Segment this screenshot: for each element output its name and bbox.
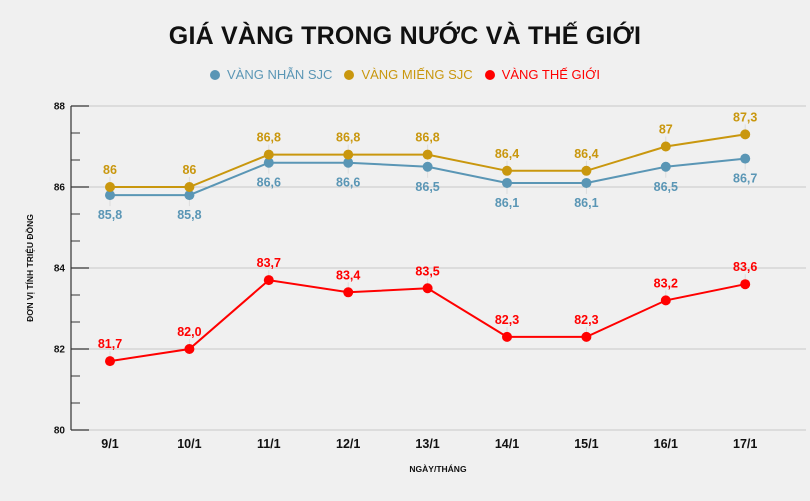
data-label: 86,5 <box>654 180 678 194</box>
data-label: 86,7 <box>733 172 757 186</box>
data-label: 86,8 <box>257 131 281 145</box>
data-label: 83,2 <box>654 276 678 290</box>
x-tick-label: 11/1 <box>257 437 281 451</box>
data-point <box>343 287 354 298</box>
data-point <box>740 279 751 290</box>
data-point <box>502 331 512 342</box>
legend-marker-icon <box>484 69 495 80</box>
data-label: 83,4 <box>336 268 360 282</box>
y-tick-label: 88 <box>54 102 66 113</box>
data-label: 82,3 <box>495 313 519 327</box>
data-point <box>422 149 433 160</box>
x-tick-label: 9/1 <box>101 437 118 451</box>
legend-label: VÀNG THẾ GIỚI <box>501 67 601 82</box>
legend-item: VÀNG NHẪN SJC <box>209 67 333 82</box>
y-tick-label: 80 <box>54 426 66 437</box>
data-point <box>184 182 195 192</box>
data-label: 82,0 <box>177 325 201 339</box>
legend-marker-icon <box>209 69 220 80</box>
x-tick-label: 15/1 <box>574 437 598 451</box>
data-point <box>343 157 354 168</box>
data-point <box>581 165 592 176</box>
data-point <box>105 356 115 367</box>
data-label: 86,4 <box>495 147 519 161</box>
data-label: 82,3 <box>574 313 598 327</box>
x-tick-label: 17/1 <box>733 437 757 451</box>
data-label: 86,6 <box>257 176 281 190</box>
data-point <box>660 161 671 172</box>
data-point <box>343 149 354 160</box>
series-vàng-thế-giới: 81,7 82,0 83,7 83,4 83,5 82,3 82,3 83,2 83,6 <box>98 256 757 367</box>
legend-marker-icon <box>344 69 355 80</box>
series-vàng-miếng-sjc: 86 86 86,8 86,8 86,8 86,4 86,4 87 87,3 <box>103 110 757 192</box>
data-point <box>422 161 433 172</box>
data-point <box>263 275 274 286</box>
data-label: 86,5 <box>415 180 439 194</box>
x-tick-label: 10/1 <box>177 437 201 451</box>
data-label: 86,8 <box>415 131 439 145</box>
data-point <box>263 149 274 160</box>
data-label: 87 <box>659 123 673 137</box>
data-label: 85,8 <box>98 208 122 222</box>
data-label: 86,1 <box>574 196 598 210</box>
data-label: 83,7 <box>257 256 281 270</box>
data-point <box>502 165 512 176</box>
x-tick-label: 14/1 <box>495 437 519 451</box>
data-point <box>740 153 751 164</box>
data-point <box>581 177 592 188</box>
data-point <box>105 190 115 201</box>
x-tick-label: 16/1 <box>654 437 678 451</box>
data-point <box>660 295 671 306</box>
legend-label: VÀNG MIẾNG SJC <box>361 67 473 82</box>
y-axis-label: ĐƠN VỊ TÍNH TRIỆU ĐỒNG <box>24 214 35 322</box>
chart-title: GIÁ VÀNG TRONG NƯỚC VÀ THẾ GIỚI <box>168 22 642 50</box>
x-axis-label: NGÀY/THÁNG <box>409 464 467 474</box>
data-point <box>422 283 433 294</box>
data-point <box>105 182 115 192</box>
x-tick-label: 13/1 <box>415 437 439 451</box>
legend: VÀNG NHẪN SJC VÀNG MIẾNG SJC VÀNG THẾ GIỚI <box>0 67 810 83</box>
legend-item: VÀNG THẾ GIỚI <box>484 67 601 82</box>
data-point <box>502 177 512 188</box>
data-point <box>263 157 274 168</box>
legend-item: VÀNG MIẾNG SJC <box>344 67 473 82</box>
data-label: 86,8 <box>336 131 360 145</box>
y-tick-label: 86 <box>54 183 66 194</box>
data-point <box>660 141 671 152</box>
data-label: 86,6 <box>336 176 360 190</box>
data-label: 83,5 <box>415 264 439 278</box>
data-point <box>184 190 195 201</box>
data-label: 86,4 <box>574 147 598 161</box>
data-label: 85,8 <box>177 208 201 222</box>
data-label: 87,3 <box>733 110 757 124</box>
data-label: 81,7 <box>98 337 122 351</box>
data-point <box>740 129 751 140</box>
data-point <box>581 331 592 342</box>
data-label: 86 <box>103 163 117 177</box>
legend-label: VÀNG NHẪN SJC <box>226 67 333 82</box>
x-tick-label: 12/1 <box>336 437 360 451</box>
data-label: 86 <box>182 163 196 177</box>
y-tick-label: 82 <box>54 345 66 356</box>
data-point <box>184 344 195 354</box>
data-label: 83,6 <box>733 260 757 274</box>
data-label: 86,1 <box>495 196 519 210</box>
series-vàng-nhẫn-sjc: 85,8 85,8 86,6 86,6 86,5 86,1 86,1 86,5 86,7 <box>98 153 757 222</box>
y-tick-label: 84 <box>54 264 66 275</box>
